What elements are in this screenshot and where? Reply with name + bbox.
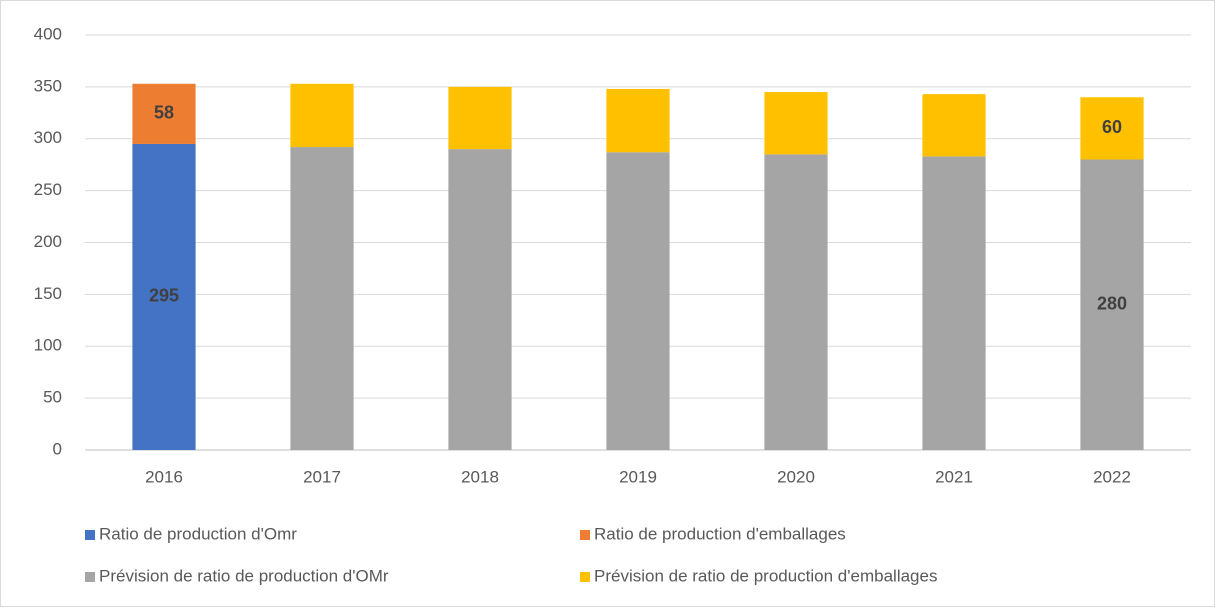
bar-segment	[132, 83, 196, 144]
legend-label: Prévision de ratio de production d'embal…	[594, 566, 937, 585]
bar-segment	[448, 86, 512, 150]
y-tick-label: 50	[43, 388, 62, 407]
legend-swatch	[580, 572, 590, 582]
bar-segment	[290, 83, 354, 148]
y-tick-label: 300	[34, 128, 62, 147]
x-tick-label: 2020	[777, 467, 815, 486]
x-tick-label: 2019	[619, 467, 657, 486]
data-label: 295	[149, 286, 179, 306]
legend-swatch	[85, 530, 95, 540]
data-label: 58	[154, 103, 174, 123]
y-tick-label: 0	[53, 439, 62, 458]
bar-segment	[448, 149, 512, 450]
x-tick-label: 2021	[935, 467, 973, 486]
bar-segment	[1080, 159, 1144, 450]
y-tick-label: 350	[34, 76, 62, 95]
legend-swatch	[580, 530, 590, 540]
y-tick-label: 400	[34, 24, 62, 43]
y-tick-label: 200	[34, 232, 62, 251]
data-label: 60	[1102, 117, 1122, 137]
legend-label: Ratio de production d'emballages	[594, 524, 846, 543]
x-tick-label: 2017	[303, 467, 341, 486]
x-tick-label: 2018	[461, 467, 499, 486]
legend-swatch	[85, 572, 95, 582]
bar-segment	[606, 88, 670, 153]
data-label: 280	[1097, 294, 1127, 314]
x-tick-label: 2022	[1093, 467, 1131, 486]
bar-segment	[132, 143, 196, 450]
x-tick-label: 2016	[145, 467, 183, 486]
bar-segment	[1080, 97, 1144, 160]
legend-label: Ratio de production d'Omr	[99, 524, 297, 543]
y-tick-label: 250	[34, 180, 62, 199]
y-tick-label: 100	[34, 336, 62, 355]
bar-segment	[290, 147, 354, 451]
bar-segment	[764, 154, 828, 450]
bar-segment	[764, 92, 828, 155]
bar-segment	[606, 152, 670, 451]
bar-segment	[922, 94, 986, 157]
legend-label: Prévision de ratio de production d'OMr	[99, 566, 389, 585]
y-tick-label: 150	[34, 284, 62, 303]
bar-segment	[922, 156, 986, 450]
